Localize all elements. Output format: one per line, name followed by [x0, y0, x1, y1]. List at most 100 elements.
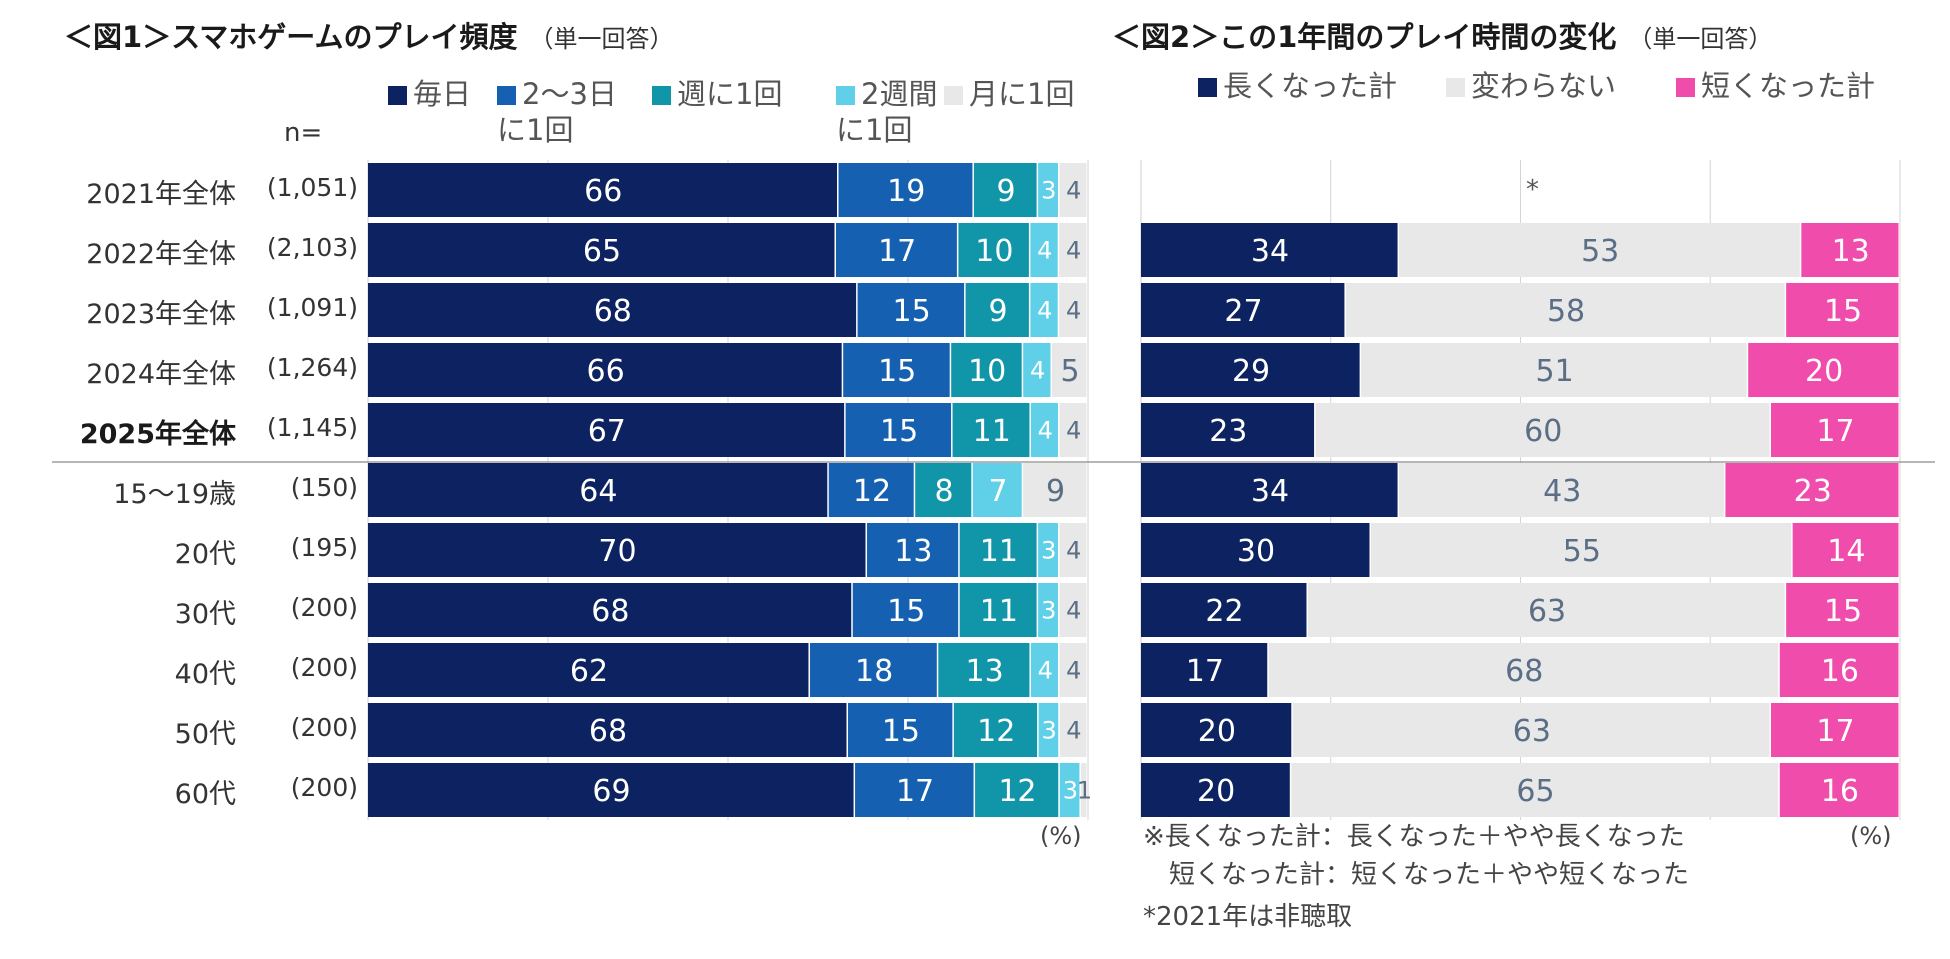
fig2-title: ＜図2＞この1年間のプレイ時間の変化 （単一回答） [1112, 14, 1772, 56]
data-label: 63 [1513, 714, 1551, 749]
bar-segment [1268, 643, 1779, 697]
data-label: 4 [1030, 357, 1045, 385]
bar-segment [952, 403, 1030, 457]
bar-segment [1038, 583, 1058, 637]
bar-segment [1023, 343, 1051, 397]
data-label: 20 [1197, 774, 1235, 809]
bar-segment [1059, 583, 1087, 637]
bar-segment [1779, 763, 1899, 817]
row-label: 30代 [174, 599, 236, 630]
data-label: 4 [1066, 597, 1081, 625]
data-label: 17 [878, 234, 916, 269]
legend-label: 週に1回 [677, 77, 783, 111]
legend-item: 週に1回 [652, 76, 782, 112]
bar-segment [1141, 223, 1398, 277]
bar-segment [1141, 643, 1268, 697]
legend-swatch [1198, 78, 1217, 97]
data-label: 8 [934, 474, 953, 509]
row-n: (200) [290, 593, 358, 622]
bar-segment [1038, 703, 1059, 757]
legend-label: 2～3日 に1回 [497, 77, 617, 147]
bar-segment [1059, 163, 1087, 217]
data-label: 10 [975, 234, 1013, 269]
legend-swatch [497, 86, 516, 105]
row-label: 2022年全体 [86, 239, 236, 270]
row-label: 40代 [174, 659, 236, 690]
bar-segment [809, 643, 937, 697]
bar-segment [1291, 763, 1779, 817]
bar-segment [1030, 223, 1058, 277]
legend-item: 毎日 [388, 76, 471, 112]
row-label: 2024年全体 [86, 359, 236, 390]
fig2-unit: (%) [1850, 822, 1892, 850]
data-label: 16 [1821, 654, 1859, 689]
bar-segment [368, 403, 845, 457]
data-label: 12 [853, 474, 891, 509]
data-label: 34 [1251, 474, 1289, 509]
legend-label: 長くなった計 [1223, 69, 1398, 103]
data-label: 14 [1827, 534, 1865, 569]
data-label: 68 [594, 294, 632, 329]
bar-segment [1141, 703, 1292, 757]
bar-segment [972, 463, 1022, 517]
fig2-note-3: *2021年は非聴取 [1143, 902, 1353, 932]
data-label: 4 [1066, 657, 1081, 685]
data-label: 12 [998, 774, 1036, 809]
bar-segment [1786, 583, 1899, 637]
row-label: 15～19歳 [113, 479, 236, 510]
bar-segment [368, 163, 837, 217]
bar-segment [965, 283, 1029, 337]
row-n: (200) [290, 773, 358, 802]
bar-segment [857, 283, 965, 337]
row-label: 2025年全体 [79, 419, 236, 450]
bar-segment [843, 343, 950, 397]
row-n: (195) [290, 533, 358, 562]
bar-segment [1801, 223, 1899, 277]
data-label: 11 [973, 414, 1011, 449]
fig2-note-1: ※長くなった計：長くなった＋やや長くなった [1143, 822, 1685, 852]
bar-segment [1779, 643, 1899, 697]
bar-segment [1141, 523, 1370, 577]
data-label: 15 [882, 714, 920, 749]
legend-label: 変わらない [1471, 69, 1617, 103]
data-label: 51 [1536, 354, 1574, 389]
fig1-unit: (%) [1040, 822, 1082, 850]
bar-segment [1038, 523, 1058, 577]
data-label: 9 [996, 174, 1015, 209]
legend-label: 短くなった計 [1701, 69, 1876, 103]
legend-swatch [388, 86, 407, 105]
data-label: 17 [1186, 654, 1224, 689]
data-label: 55 [1563, 534, 1601, 569]
bar-segment [368, 223, 835, 277]
row-n: (2,103) [266, 233, 358, 262]
legend-swatch [944, 86, 963, 105]
data-label: 10 [968, 354, 1006, 389]
legend-item: 2～3日 に1回 [497, 76, 617, 148]
data-label: 18 [855, 654, 893, 689]
fig2-subtitle: （単一回答） [1628, 25, 1773, 53]
data-label: 58 [1547, 294, 1585, 329]
data-label: 30 [1237, 534, 1275, 569]
fig2-missing-marker: * [1526, 175, 1539, 205]
bar-segment [938, 643, 1030, 697]
data-label: 4 [1066, 297, 1081, 325]
data-label: 15 [1824, 594, 1862, 629]
bar-segment [1059, 403, 1087, 457]
row-n: (1,264) [266, 353, 358, 382]
bar-segment [1059, 643, 1087, 697]
bar-segment [1141, 763, 1290, 817]
data-label: 27 [1224, 294, 1262, 329]
bar-segment [1307, 583, 1785, 637]
fig2-title-text: ＜図2＞この1年間のプレイ時間の変化 [1112, 20, 1617, 54]
data-label: 20 [1198, 714, 1236, 749]
data-label: 4 [1038, 417, 1053, 445]
data-label: 3 [1041, 597, 1056, 625]
bar-segment [1292, 703, 1770, 757]
row-n: (200) [290, 713, 358, 742]
bar-segment [1371, 523, 1792, 577]
fig2-note-2: 短くなった計：短くなった＋やや短くなった [1143, 860, 1690, 890]
data-label: 17 [1816, 714, 1854, 749]
bar-segment [828, 463, 914, 517]
data-label: 4 [1037, 237, 1052, 265]
